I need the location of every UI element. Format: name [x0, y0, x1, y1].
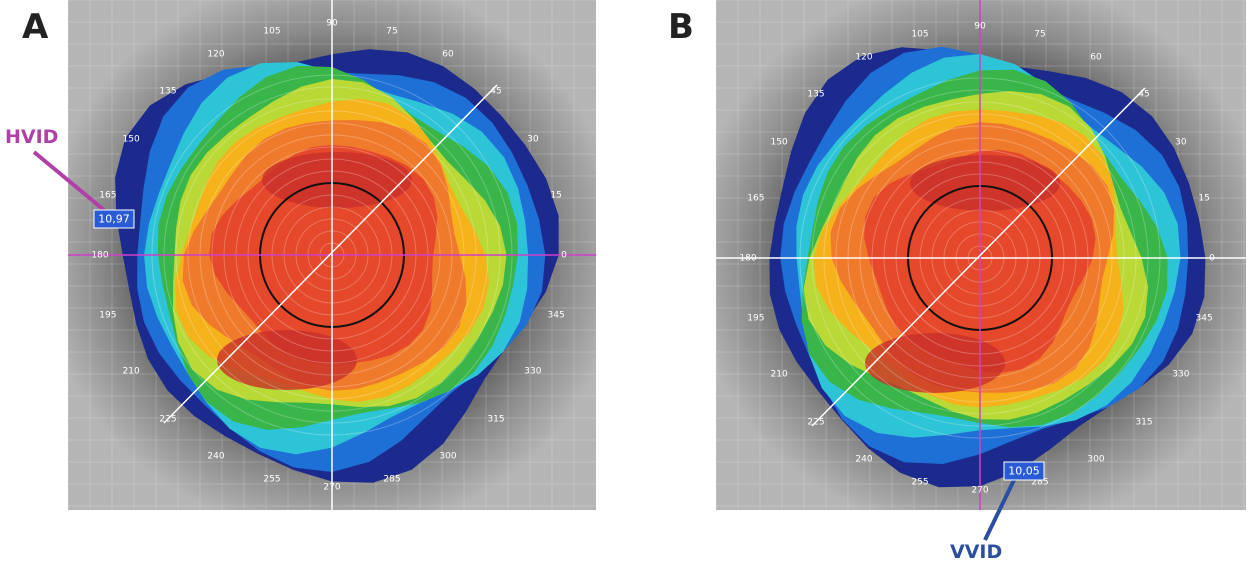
angle-label: 15 [550, 191, 561, 201]
angle-label: 345 [548, 311, 565, 321]
measurement-box [93, 209, 135, 229]
angle-label: 300 [1087, 454, 1104, 464]
angle-label: 180 [91, 251, 108, 261]
angle-label: 120 [855, 53, 872, 63]
meridian-line [811, 87, 1146, 427]
annotation-label: VVID [950, 541, 1002, 563]
panel-letter: A [22, 7, 49, 47]
angle-label: 225 [159, 415, 176, 425]
angle-label: 225 [807, 418, 824, 428]
angle-label: 105 [911, 29, 928, 39]
measurement-value: 10,05 [1008, 465, 1040, 478]
angle-label: 30 [527, 135, 539, 145]
angle-label: 315 [1135, 418, 1152, 428]
angle-label: 330 [524, 367, 541, 377]
angle-label: 240 [207, 451, 224, 461]
angle-label: 135 [807, 90, 824, 100]
angle-label: 210 [123, 367, 140, 377]
angle-label: 165 [747, 194, 764, 204]
angle-label: 105 [263, 26, 280, 36]
angle-label: 45 [1138, 90, 1149, 100]
angle-label: 120 [207, 50, 224, 60]
angle-label: 90 [974, 22, 986, 32]
angle-label: 240 [855, 454, 872, 464]
angle-label: 75 [386, 26, 397, 36]
angle-label: 285 [383, 475, 400, 485]
map-zone [910, 155, 1060, 211]
map-zone [865, 333, 1005, 393]
angle-label: 60 [442, 50, 454, 60]
angle-label: 0 [561, 251, 567, 261]
angle-label: 270 [971, 486, 988, 496]
measurement-value: 10,97 [98, 213, 130, 226]
angle-label: 195 [99, 311, 116, 321]
topography-panel: A 0 15 30 45 60 75 90 105 120 135 150 165 180 195 210 22… [5, 0, 596, 510]
angle-label: 165 [99, 191, 116, 201]
angle-label: 270 [323, 483, 340, 493]
angle-label: 255 [911, 478, 928, 488]
angle-label: 0 [1209, 254, 1215, 264]
annotation-pointer [32, 150, 106, 212]
angle-label: 285 [1031, 478, 1048, 488]
angle-label: 60 [1090, 53, 1102, 63]
angle-label: 180 [739, 254, 756, 264]
map-zone [217, 330, 357, 390]
map-zone [262, 152, 412, 208]
angle-label: 255 [263, 475, 280, 485]
angle-label: 150 [771, 138, 788, 148]
angle-label: 135 [159, 87, 176, 97]
angle-label: 315 [487, 415, 504, 425]
measurement-box [1003, 461, 1045, 481]
angle-label: 15 [1198, 194, 1209, 204]
angle-label: 45 [490, 87, 501, 97]
angle-label: 90 [326, 19, 338, 29]
angle-label: 150 [123, 135, 140, 145]
angle-label: 195 [747, 314, 764, 324]
angle-label: 210 [771, 370, 788, 380]
panel-letter: B [668, 7, 694, 47]
angle-label: 30 [1175, 138, 1187, 148]
angle-label: 345 [1196, 314, 1213, 324]
annotation-pointer [983, 477, 1017, 541]
angle-label: 75 [1034, 29, 1045, 39]
annotation-label: HVID [5, 126, 58, 148]
angle-label: 330 [1172, 370, 1189, 380]
angle-label: 300 [439, 451, 456, 461]
topography-panel: B 0 15 30 45 60 75 90 105 120 135 150 165 180 195 210 22… [668, 0, 1246, 563]
meridian-line [163, 84, 498, 424]
